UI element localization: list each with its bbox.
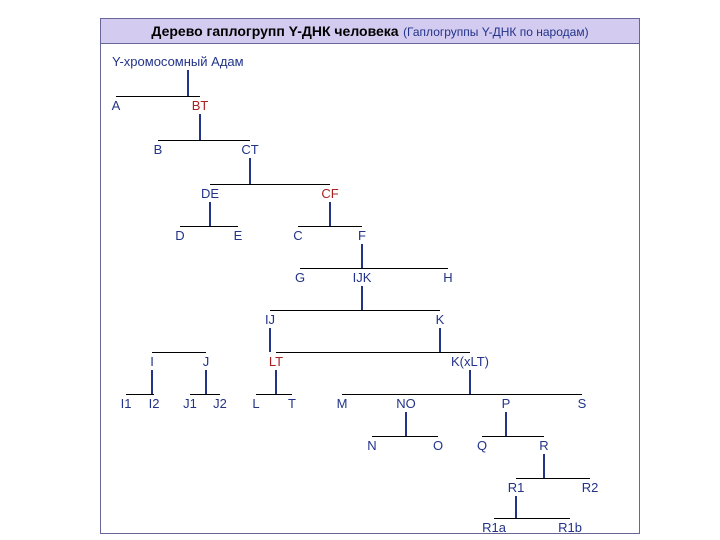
tree-vline xyxy=(187,70,189,96)
tree-node-S[interactable]: S xyxy=(578,396,587,411)
tree-vline xyxy=(269,328,271,352)
tree-hline xyxy=(276,352,470,353)
tree-hline xyxy=(372,436,438,437)
tree-hline xyxy=(482,436,544,437)
tree-node-D[interactable]: D xyxy=(175,228,184,243)
tree-node-I[interactable]: I xyxy=(150,354,154,369)
tree-node-O[interactable]: O xyxy=(433,438,443,453)
tree-node-R2[interactable]: R2 xyxy=(582,480,599,495)
tree-node-IJK[interactable]: IJK xyxy=(353,270,372,285)
tree-hline xyxy=(494,518,570,519)
tree-node-KxLT[interactable]: K(xLT) xyxy=(451,354,489,369)
tree-node-T[interactable]: T xyxy=(288,396,296,411)
tree-node-CF[interactable]: CF xyxy=(321,186,338,201)
tree-hline xyxy=(190,394,220,395)
tree-node-N[interactable]: N xyxy=(367,438,376,453)
tree-node-I1[interactable]: I1 xyxy=(121,396,132,411)
tree-hline xyxy=(270,310,440,311)
tree-hline xyxy=(298,226,362,227)
tree-node-M[interactable]: M xyxy=(337,396,348,411)
tree-node-IJ[interactable]: IJ xyxy=(265,312,275,327)
tree-node-C[interactable]: C xyxy=(293,228,302,243)
tree-node-R1[interactable]: R1 xyxy=(508,480,525,495)
tree-hline xyxy=(300,268,448,269)
tree-vline xyxy=(209,202,211,226)
tree-vline xyxy=(275,370,277,394)
diagram-header: Дерево гаплогрупп Y-ДНК человека (Гаплог… xyxy=(100,18,640,44)
tree-node-K[interactable]: K xyxy=(436,312,445,327)
tree-vline xyxy=(543,454,545,478)
tree-vline xyxy=(405,412,407,436)
tree-vline xyxy=(151,370,153,394)
tree-vline xyxy=(469,370,471,394)
tree-hline xyxy=(116,96,200,97)
tree-vline xyxy=(361,286,363,310)
tree-vline xyxy=(439,328,441,352)
tree-node-NO[interactable]: NO xyxy=(396,396,416,411)
tree-node-E[interactable]: E xyxy=(234,228,243,243)
tree-hline xyxy=(152,352,206,353)
tree-node-CT[interactable]: CT xyxy=(241,142,258,157)
diagram-body: Y-хромосомный АдамABTBCTDECFDECFGIJKHIJK… xyxy=(102,44,638,532)
tree-node-R1b[interactable]: R1b xyxy=(558,520,582,535)
tree-vline xyxy=(361,244,363,268)
tree-hline xyxy=(210,184,330,185)
tree-node-G[interactable]: G xyxy=(295,270,305,285)
tree-node-J2[interactable]: J2 xyxy=(213,396,227,411)
tree-node-LT[interactable]: LT xyxy=(269,354,283,369)
tree-hline xyxy=(342,394,582,395)
tree-vline xyxy=(205,370,207,394)
tree-node-Q[interactable]: Q xyxy=(477,438,487,453)
tree-node-R[interactable]: R xyxy=(539,438,548,453)
diagram-title: Дерево гаплогрупп Y-ДНК человека xyxy=(151,23,398,39)
tree-hline xyxy=(516,478,590,479)
tree-node-L[interactable]: L xyxy=(252,396,259,411)
tree-node-J1[interactable]: J1 xyxy=(183,396,197,411)
tree-vline xyxy=(249,158,251,184)
tree-node-J[interactable]: J xyxy=(203,354,210,369)
tree-vline xyxy=(199,114,201,140)
tree-node-B[interactable]: B xyxy=(154,142,163,157)
tree-node-I2[interactable]: I2 xyxy=(149,396,160,411)
tree-vline xyxy=(515,496,517,518)
tree-node-R1a[interactable]: R1a xyxy=(482,520,506,535)
tree-hline xyxy=(180,226,238,227)
tree-node-BT[interactable]: BT xyxy=(192,98,209,113)
tree-hline xyxy=(158,140,250,141)
tree-vline xyxy=(505,412,507,436)
tree-node-A[interactable]: A xyxy=(112,98,121,113)
tree-node-F[interactable]: F xyxy=(358,228,366,243)
tree-hline xyxy=(256,394,292,395)
tree-node-root[interactable]: Y-хромосомный Адам xyxy=(112,54,244,69)
tree-node-H[interactable]: H xyxy=(443,270,452,285)
tree-node-P[interactable]: P xyxy=(502,396,511,411)
tree-vline xyxy=(329,202,331,226)
tree-hline xyxy=(126,394,154,395)
diagram-subtitle[interactable]: (Гаплогруппы Y-ДНК по народам) xyxy=(403,25,589,39)
tree-node-DE[interactable]: DE xyxy=(201,186,219,201)
